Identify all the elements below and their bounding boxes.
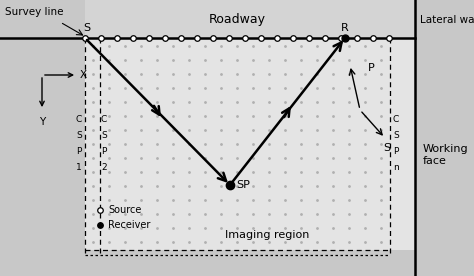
Text: Roadway: Roadway [209,14,266,26]
Bar [85,38,390,250]
Text: P: P [101,147,107,156]
Bar [390,38,415,250]
Text: n: n [393,163,399,172]
Text: C: C [76,115,82,124]
Text: C: C [393,115,399,124]
Text: S: S [101,131,107,140]
Text: Receiver: Receiver [108,220,150,230]
Text: Source: Source [108,205,141,215]
Text: S: S [83,23,91,33]
Text: 2: 2 [101,163,107,172]
Text: Lateral wall: Lateral wall [420,15,474,25]
Text: P: P [76,147,82,156]
Text: Survey line: Survey line [5,7,64,17]
Text: Working
face: Working face [423,144,469,166]
Text: Imaging region: Imaging region [225,230,310,240]
Text: C: C [101,115,107,124]
Text: SP: SP [236,180,250,190]
Text: X: X [80,70,87,80]
Text: S: S [383,143,390,153]
Text: S: S [76,131,82,140]
Bar [85,0,415,38]
Text: 1: 1 [76,163,82,172]
Text: S: S [393,131,399,140]
Bar [0,0,85,276]
Text: R: R [341,23,349,33]
Text: P: P [368,63,375,73]
Text: P: P [393,147,399,156]
Bar [415,0,474,276]
Text: Y: Y [39,117,45,127]
